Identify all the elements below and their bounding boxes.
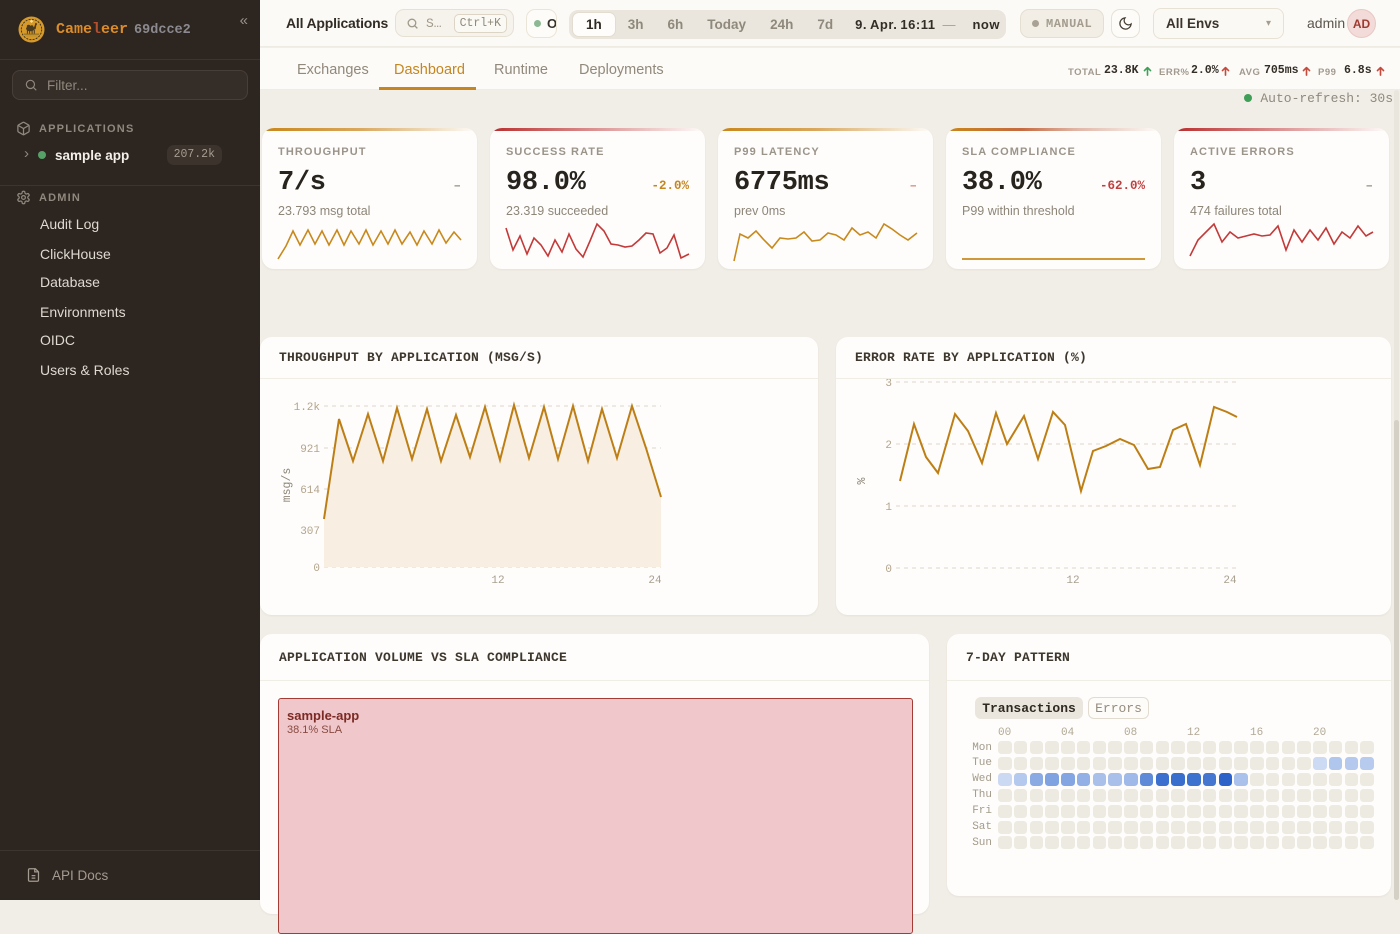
svg-text:%: % [856,477,869,484]
svg-text:1: 1 [885,502,892,514]
svg-text:2: 2 [885,440,892,452]
svg-text:1.2k: 1.2k [294,402,321,414]
svg-text:0: 0 [313,563,320,575]
svg-text:12: 12 [491,575,504,587]
svg-text:24: 24 [648,575,662,587]
svg-text:0: 0 [885,564,892,576]
svg-text:24: 24 [1223,575,1237,587]
svg-text:307: 307 [300,526,320,538]
svg-text:921: 921 [300,444,320,456]
svg-text:12: 12 [1066,575,1079,587]
svg-text:3: 3 [885,379,892,390]
svg-text:msg/s: msg/s [281,468,294,503]
svg-text:614: 614 [300,485,320,497]
